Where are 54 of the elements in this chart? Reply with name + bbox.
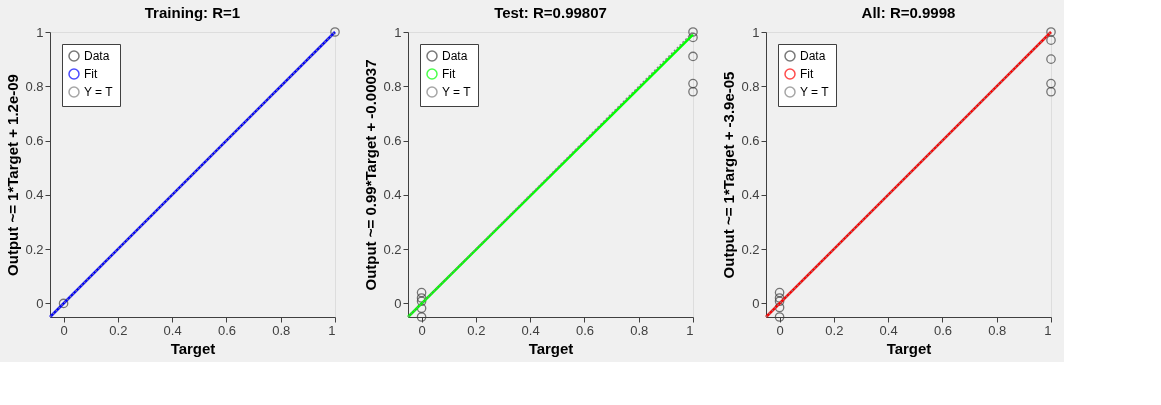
legend-label: Fit — [800, 67, 814, 81]
y-tick-label: 0.4 — [383, 187, 402, 203]
y-tick-label: 0.2 — [383, 241, 402, 257]
legend-label: Data — [800, 49, 826, 63]
legend-label: Data — [84, 49, 110, 63]
y-tick-label: 0.8 — [741, 78, 760, 94]
chart-title: Test: R=0.99807 — [494, 4, 607, 22]
x-tick-label: 0.6 — [575, 322, 594, 338]
x-tick-label: 0.2 — [109, 322, 128, 338]
x-tick-label: 0.4 — [163, 322, 182, 338]
x-axis-title: Target — [886, 339, 932, 357]
x-tick-label: 1 — [686, 322, 694, 338]
y-tick-label: 0.2 — [741, 241, 760, 257]
y-tick-label: 0.2 — [25, 241, 44, 257]
x-axis-title: Target — [528, 339, 574, 357]
x-tick-label: 0.2 — [467, 322, 486, 338]
y-axis-title: Output ~= 0.99*Target + -0.00037 — [362, 59, 380, 291]
x-tick-label: 0.4 — [521, 322, 540, 338]
chart-title: Training: R=1 — [144, 4, 241, 22]
y-tick-label: 0.6 — [741, 133, 760, 149]
x-tick-label: 0.6 — [933, 322, 952, 338]
x-tick-label: 0 — [60, 322, 68, 338]
y-tick-label: 0.6 — [25, 133, 44, 149]
x-tick-label: 0.8 — [988, 322, 1007, 338]
y-tick-label: 0 — [36, 295, 44, 311]
legend-label: Fit — [442, 67, 456, 81]
x-tick-label: 0 — [776, 322, 784, 338]
legend-label: Fit — [84, 67, 98, 81]
x-tick-label: 0 — [418, 322, 426, 338]
y-tick-label: 0.8 — [25, 78, 44, 94]
x-axis-title: Target — [170, 339, 216, 357]
x-tick-label: 1 — [328, 322, 336, 338]
legend-label: Y = T — [442, 85, 472, 99]
y-axis-title: Output ~= 1*Target + 1.2e-09 — [4, 74, 22, 276]
y-axis-title: Output ~= 1*Target + -3.9e-05 — [720, 71, 738, 279]
x-tick-label: 0.2 — [825, 322, 844, 338]
x-tick-label: 0.8 — [272, 322, 291, 338]
y-tick-label: 1 — [752, 24, 760, 40]
x-tick-label: 0.6 — [217, 322, 236, 338]
y-tick-label: 0 — [394, 295, 402, 311]
x-tick-label: 0.4 — [879, 322, 898, 338]
x-tick-label: 0.8 — [630, 322, 649, 338]
legend-label: Y = T — [800, 85, 830, 99]
y-tick-label: 0.6 — [383, 133, 402, 149]
y-tick-label: 0 — [752, 295, 760, 311]
y-tick-label: 1 — [36, 24, 44, 40]
y-tick-label: 0.4 — [25, 187, 44, 203]
x-tick-label: 1 — [1044, 322, 1052, 338]
y-tick-label: 0.8 — [383, 78, 402, 94]
y-tick-label: 0.4 — [741, 187, 760, 203]
y-tick-label: 1 — [394, 24, 402, 40]
legend-label: Y = T — [84, 85, 114, 99]
legend-label: Data — [442, 49, 468, 63]
chart-title: All: R=0.9998 — [861, 4, 956, 22]
